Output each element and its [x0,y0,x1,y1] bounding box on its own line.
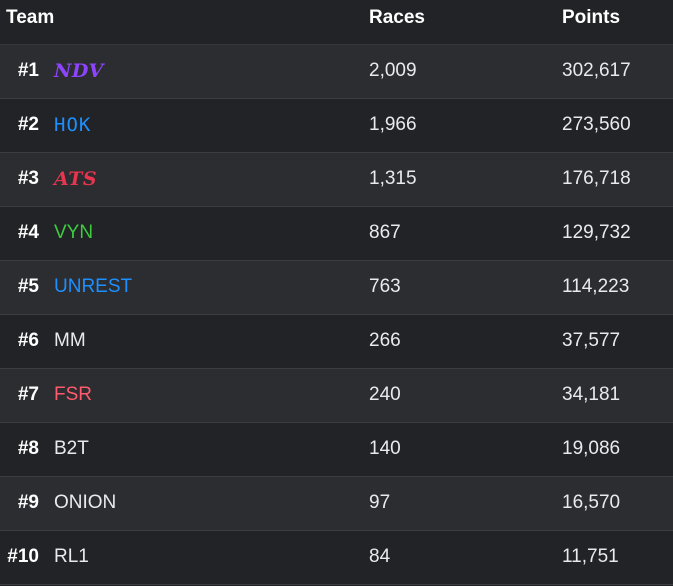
team-name-link[interactable]: HOK [54,114,92,136]
table-row[interactable]: #4 VYN 867 129,732 [0,207,673,261]
table-row[interactable]: #9 ONION 97 16,570 [0,477,673,531]
team-name-link[interactable]: FSR [54,384,92,405]
team-races: 84 [369,546,391,567]
team-rank: #6 [17,330,39,351]
table-row[interactable]: #1 NDV 2,009 302,617 [0,45,673,99]
table-body: #1 NDV 2,009 302,617 #2 HOK 1,966 273,560 #3 ATS 1… [0,45,673,585]
team-races: 97 [369,492,391,513]
team-races: 140 [369,438,401,459]
team-rank: #8 [17,438,39,459]
team-races: 266 [369,330,401,351]
team-races: 2,009 [369,60,417,81]
team-name-link[interactable]: ATS [54,168,98,190]
team-rank: #3 [17,168,39,189]
team-points: 176,718 [562,168,631,189]
team-races: 240 [369,384,401,405]
team-points: 302,617 [562,60,631,81]
team-name-link[interactable]: NDV [54,60,104,82]
team-name-link[interactable]: B2T [54,438,89,459]
table-row[interactable]: #8 B2T 140 19,086 [0,423,673,477]
table-row[interactable]: #7 FSR 240 34,181 [0,369,673,423]
table-row[interactable]: #5 UNREST 763 114,223 [0,261,673,315]
team-points: 273,560 [562,114,631,135]
team-points: 11,751 [562,546,619,567]
team-points: 129,732 [562,222,631,243]
table-row[interactable]: #3 ATS 1,315 176,718 [0,153,673,207]
team-rank: #5 [17,276,39,297]
team-races: 867 [369,222,401,243]
team-races: 763 [369,276,401,297]
team-points: 34,181 [562,384,621,405]
table-row[interactable]: #2 HOK 1,966 273,560 [0,99,673,153]
team-races: 1,315 [369,168,417,189]
team-name-link[interactable]: RL1 [54,546,89,567]
races-column-header[interactable]: Races [369,7,425,28]
team-rank: #2 [17,114,39,135]
team-races: 1,966 [369,114,417,135]
team-points: 19,086 [562,438,621,459]
table-row[interactable]: #10 RL1 84 11,751 [0,531,673,585]
team-name-link[interactable]: UNREST [54,276,133,297]
team-rank: #7 [17,384,39,405]
team-rank: #4 [17,222,39,243]
points-column-header[interactable]: Points [562,7,621,28]
team-column-header[interactable]: Team [6,7,55,28]
team-points: 37,577 [562,330,621,351]
team-rank: #9 [17,492,39,513]
team-points: 114,223 [562,276,630,297]
team-rank: #1 [17,60,39,81]
team-points: 16,570 [562,492,621,513]
team-name-link[interactable]: VYN [54,222,94,243]
team-rank: #10 [7,546,39,567]
table-row[interactable]: #6 MM 266 37,577 [0,315,673,369]
table-header: Team Races Points [0,0,673,45]
team-name-link[interactable]: MM [54,330,86,351]
team-name-link[interactable]: ONION [54,492,117,513]
